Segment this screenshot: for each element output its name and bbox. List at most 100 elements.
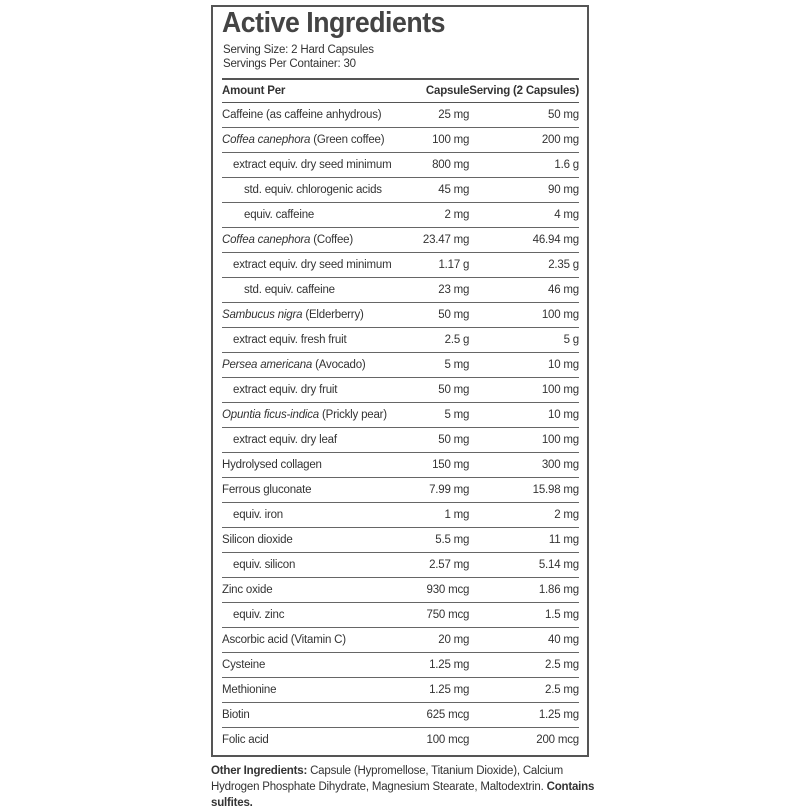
ingredient-row: Biotin 625 mcg 1.25 mg [222, 702, 579, 728]
ingredient-row: Sambucus nigra (Elderberry) 50 mg 100 mg [222, 302, 579, 328]
capsule-amount: 2 mg [422, 202, 469, 228]
serving-size: Serving Size: 2 Hard Capsules [223, 44, 374, 56]
botanical-name: Coffea canephora [222, 234, 311, 246]
serving-amount: 90 mg [469, 177, 579, 203]
serving-amount: 300 mg [469, 452, 579, 478]
capsule-amount: 1.25 mg [422, 677, 469, 703]
capsule-amount: 2.57 mg [422, 552, 469, 578]
ingredient-row: Ferrous gluconate 7.99 mg 15.98 mg [222, 477, 579, 503]
ingredient-name: Sambucus nigra (Elderberry) [222, 302, 423, 328]
serving-amount: 2.5 mg [469, 652, 579, 678]
name-text: equiv. zinc [233, 609, 285, 621]
footer-label: Other Ingredients: [211, 765, 308, 777]
name-text: extract equiv. dry seed minimum [233, 159, 392, 171]
botanical-name: Opuntia ficus-indica [222, 409, 319, 421]
capsule-amount: 50 mg [422, 377, 469, 403]
name-text: extract equiv. dry leaf [233, 434, 337, 446]
botanical-name: Persea americana [222, 359, 313, 371]
common-name: (Green coffee) [313, 134, 385, 146]
ingredient-row: Silicon dioxide 5.5 mg 11 mg [222, 527, 579, 553]
ingredient-row: extract equiv. dry seed minimum 800 mg 1.6… [222, 152, 579, 178]
title: Active Ingredients [222, 7, 446, 39]
serving-amount: 2 mg [469, 502, 579, 528]
serving-amount: 46 mg [469, 277, 579, 303]
ingredient-name: Hydrolysed collagen [222, 452, 423, 478]
common-name: (Avocado) [315, 359, 366, 371]
ingredient-name: equiv. caffeine [222, 202, 423, 228]
name-text: Hydrolysed collagen [222, 459, 322, 471]
capsule-amount: 25 mg [438, 109, 470, 121]
column-header: Amount Per [222, 78, 423, 103]
ingredient-row: Ascorbic acid (Vitamin C) 20 mg 40 mg [222, 627, 579, 653]
ingredients-table: Amount Per Capsule Serving (2 Capsules) … [222, 78, 579, 752]
ingredient-name: Ascorbic acid (Vitamin C) [222, 627, 423, 653]
ingredient-name: extract equiv. dry seed minimum [222, 252, 423, 278]
name-text: std. equiv. chlorogenic acids [244, 184, 382, 196]
name-text: extract equiv. dry fruit [233, 384, 338, 396]
capsule-amount: 625 mcg [422, 702, 469, 728]
serving-amount: 5 g [469, 327, 579, 353]
name-text: Cysteine [222, 659, 266, 671]
ingredient-name: extract equiv. dry fruit [222, 377, 423, 403]
capsule-amount: 50 mg [422, 302, 469, 328]
botanical-name: Sambucus nigra [222, 309, 303, 321]
ingredient-name: Opuntia ficus-indica (Prickly pear) [222, 402, 423, 428]
serving-amount: 1.5 mg [469, 602, 579, 628]
capsule-amount: 5.5 mg [422, 527, 469, 553]
serving-amount: 1.25 mg [469, 702, 579, 728]
serving-amount: 40 mg [469, 627, 579, 653]
capsule-amount: 1.17 g [422, 252, 469, 278]
ingredient-name: Coffea canephora (Coffee) [222, 227, 423, 253]
ingredient-row: Persea americana (Avocado) 5 mg 10 mg [222, 352, 579, 378]
ingredient-row: Cysteine 1.25 mg 2.5 mg [222, 652, 579, 678]
serving-amount: 1.86 mg [469, 577, 579, 603]
ingredient-name: equiv. zinc [222, 602, 423, 628]
ingredient-row: extract equiv. dry leaf 50 mg 100 mg [222, 427, 579, 453]
capsule-amount: 100 mg [422, 127, 469, 153]
ingredient-name: std. equiv. chlorogenic acids [222, 177, 423, 203]
ingredient-name: equiv. iron [222, 502, 423, 528]
ingredient-row: Caffeine (as caffeine anhydrous) 25 mg 50 … [222, 103, 579, 128]
serving-amount: 15.98 mg [469, 477, 579, 503]
ingredient-row: equiv. caffeine 2 mg 4 mg [222, 202, 579, 228]
ingredient-row: Coffea canephora (Green coffee) 100 mg 200… [222, 127, 579, 153]
ingredient-row: extract equiv. dry seed minimum 1.17 g 2.3… [222, 252, 579, 278]
servings-per-container: Servings Per Container: 30 [223, 58, 356, 70]
header-row: Amount Per Capsule Serving (2 Capsules) [222, 78, 579, 103]
ingredient-name: Biotin [222, 702, 423, 728]
serving-amount: 1.6 g [469, 152, 579, 178]
serving-amount: 5.14 mg [469, 552, 579, 578]
ingredient-row: equiv. silicon 2.57 mg 5.14 mg [222, 552, 579, 578]
serving-amount: 2.35 g [469, 252, 579, 278]
ingredient-name: Persea americana (Avocado) [222, 352, 423, 378]
capsule-amount: 100 mcg [422, 727, 469, 752]
name-text: Ferrous gluconate [222, 484, 312, 496]
column-header: Capsule [422, 78, 469, 103]
name-text: Methionine [222, 684, 277, 696]
name-text: extract equiv. dry seed minimum [233, 259, 392, 271]
name-text: equiv. iron [233, 509, 284, 521]
ingredient-name: extract equiv. dry seed minimum [222, 152, 423, 178]
ingredient-name: Caffeine (as caffeine anhydrous) [222, 103, 422, 128]
name-text: Zinc oxide [222, 584, 273, 596]
capsule-amount: 5 mg [422, 352, 469, 378]
ingredient-row: Coffea canephora (Coffee) 23.47 mg 46.94 m… [222, 227, 579, 253]
name-text: extract equiv. fresh fruit [233, 334, 347, 346]
column-header: Serving (2 Capsules) [469, 78, 579, 103]
other-ingredients: Other Ingredients: Capsule (Hypromellose… [211, 763, 596, 811]
name-text: equiv. silicon [233, 559, 296, 571]
ingredient-row: Methionine 1.25 mg 2.5 mg [222, 677, 579, 703]
name-text: equiv. caffeine [244, 209, 315, 221]
ingredient-row: Opuntia ficus-indica (Prickly pear) 5 mg 1… [222, 402, 579, 428]
serving-amount: 100 mg [469, 377, 579, 403]
capsule-amount: 1 mg [422, 502, 469, 528]
serving-amount: 100 mg [469, 427, 579, 453]
serving-amount: 100 mg [469, 302, 579, 328]
name-text: Caffeine (as caffeine anhydrous) [222, 109, 382, 121]
name-text: Biotin [222, 709, 250, 721]
capsule-amount: 5 mg [422, 402, 469, 428]
ingredient-row: std. equiv. chlorogenic acids 45 mg 90 mg [222, 177, 579, 203]
ingredient-row: Zinc oxide 930 mcg 1.86 mg [222, 577, 579, 603]
